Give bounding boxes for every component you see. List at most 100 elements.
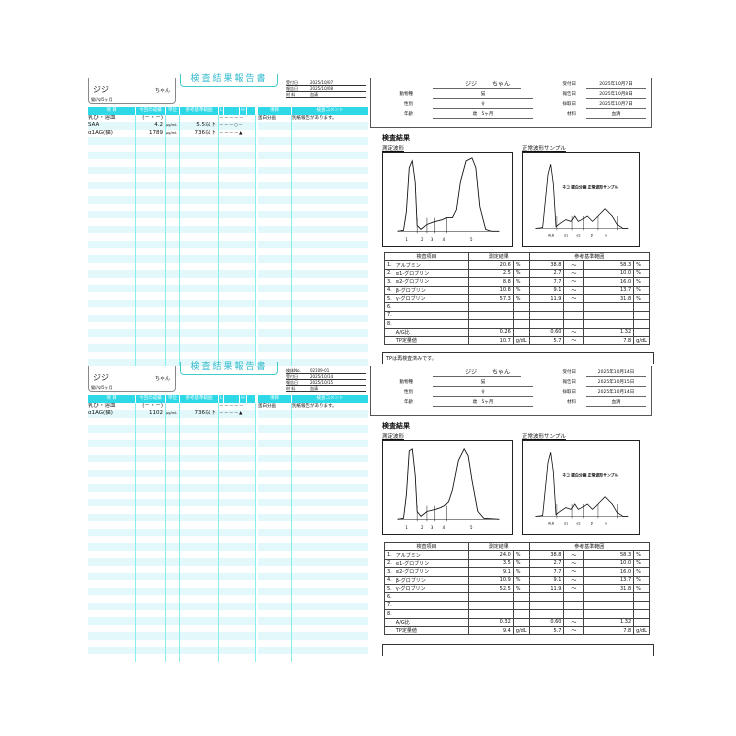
comment-item [258, 587, 292, 596]
meta-row: 検体No. 02109-01 [286, 368, 366, 374]
cell [166, 536, 180, 544]
result-value [468, 302, 514, 312]
range-high: 1.32 [583, 617, 635, 627]
item-name: β-グロブリン [393, 285, 469, 295]
result-value: 10.8 [468, 285, 514, 295]
cell [166, 284, 180, 293]
date-label: 報告日 [562, 92, 577, 97]
fraction-label: α2 [577, 522, 581, 526]
waveform-curve [397, 157, 500, 232]
comment-item [258, 351, 292, 359]
cell [136, 299, 166, 308]
name-line [433, 368, 503, 377]
cell [136, 196, 166, 204]
cell [219, 196, 256, 204]
header-cell: 検査コメント [316, 396, 344, 401]
table-row [88, 609, 368, 618]
cell [136, 565, 166, 573]
range-tilde: ～ [563, 550, 585, 560]
gap [256, 528, 258, 537]
cell [219, 218, 256, 226]
cell [88, 358, 136, 367]
normal-label: 正常波形サンプル [522, 434, 566, 440]
comment-item [258, 491, 292, 500]
gap [256, 654, 258, 662]
report-meta: 検体No. 02109-01 受付日 2025/10/14 報告日 2025/10/15 材… [286, 368, 366, 392]
date-label: 報告日 [562, 380, 577, 385]
gap [256, 336, 258, 345]
comment-item [258, 233, 292, 241]
item-name [393, 310, 469, 321]
range-low [528, 600, 565, 611]
cell [219, 476, 256, 485]
cell [136, 484, 166, 492]
cell [219, 447, 256, 455]
cell [219, 144, 256, 152]
comment-text [292, 595, 368, 602]
peak-label: 5 [470, 237, 473, 242]
comment-text [292, 226, 368, 233]
comment-item [258, 270, 292, 278]
cell: μg/mL [166, 122, 180, 130]
cell [136, 307, 166, 315]
cell [180, 558, 219, 566]
table-row [88, 196, 368, 204]
range-tilde [563, 319, 585, 329]
table-row [88, 543, 368, 551]
result-value: 9.1 [468, 567, 514, 577]
result-unit [512, 592, 530, 602]
cell [88, 307, 136, 315]
cell [136, 536, 166, 544]
comment-item [258, 240, 292, 249]
cell [180, 462, 219, 470]
cell [180, 292, 219, 300]
range-high [583, 319, 635, 329]
comment-item [258, 609, 292, 618]
peak-label: 4 [443, 525, 446, 530]
comment-text [292, 344, 368, 351]
range-low [528, 310, 565, 321]
cell [219, 425, 256, 433]
cell [166, 255, 180, 263]
item-name: α1-グロブリン [393, 558, 469, 569]
comment-item [258, 410, 292, 418]
cell [219, 240, 256, 249]
gap [256, 580, 258, 588]
cell: α1AG(猫) [88, 129, 136, 138]
gap [256, 403, 258, 411]
range-unit: % [633, 558, 650, 569]
cell [219, 159, 256, 167]
cell [88, 262, 136, 271]
range-unit: % [633, 575, 650, 585]
cell [136, 521, 166, 529]
cell [166, 159, 180, 167]
cell: －－－○－ [219, 122, 256, 130]
cell [180, 262, 219, 271]
result-value: 24.0 [468, 550, 514, 560]
cell [180, 617, 219, 625]
species-age: 猫//♀/5ヶ月 [91, 97, 113, 102]
table-row: A/G比 0.32 0.60 ～ 1.32 [383, 617, 650, 627]
patient-name: ジジ [93, 373, 109, 382]
comment-item [258, 506, 292, 514]
cell [88, 255, 136, 263]
cell [166, 166, 180, 175]
gap [256, 499, 258, 507]
comment-item [258, 617, 292, 625]
meta-row: 受付日 2025/10/07 [286, 80, 366, 86]
comment-text [292, 617, 368, 624]
gap [256, 358, 258, 367]
cell [166, 181, 180, 189]
header-cell: 単位 [166, 395, 180, 403]
comment-text [292, 300, 368, 307]
cell [136, 609, 166, 618]
table-row [88, 447, 368, 455]
meta-value: 02109-01 [310, 368, 330, 373]
cell [88, 654, 136, 662]
gap [256, 351, 258, 359]
cell [166, 506, 180, 514]
gap [256, 395, 258, 403]
cell [88, 499, 136, 507]
table-row [88, 151, 368, 160]
meta-value: 2025/10/08 [310, 86, 334, 91]
